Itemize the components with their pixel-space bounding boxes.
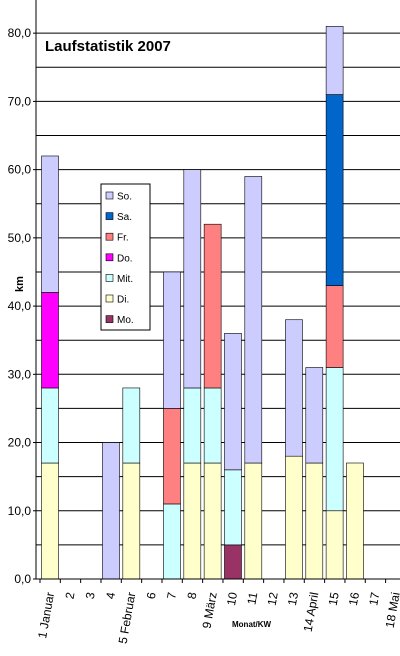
- y-tick-label: 80,0: [8, 26, 32, 40]
- legend-label: So.: [117, 192, 132, 203]
- bar-segment: [41, 292, 59, 389]
- bar-segment: [122, 387, 141, 464]
- ticks-layer: 0,0 10,0 20,0 30,0 40,0 50,0 60,0 70,0 80,0 1 Jan…: [8, 26, 400, 645]
- bar-segment: [285, 319, 303, 457]
- bar-segment: [325, 367, 344, 512]
- x-tick-label: 17: [366, 591, 382, 607]
- x-tick-label: 12: [265, 591, 281, 607]
- bar-segment: [305, 462, 324, 580]
- x-axis-label: Monat/KW: [232, 620, 272, 629]
- bar-segment: [325, 510, 344, 580]
- axis-layer: [35, 0, 400, 580]
- x-tick-label: 9 März: [200, 591, 220, 630]
- chart-title: Laufstatistik 2007: [45, 38, 171, 55]
- bar-segment: [41, 462, 59, 580]
- x-tick-label: 16: [346, 591, 362, 607]
- legend-label: Do.: [117, 253, 133, 264]
- legend-swatch: [105, 191, 114, 200]
- y-tick-label: 20,0: [8, 436, 32, 450]
- bar-segment: [285, 455, 303, 580]
- legend-swatch: [105, 274, 114, 282]
- y-tick-label: 30,0: [8, 367, 32, 381]
- bar-segment: [224, 469, 242, 546]
- bar-segment: [183, 387, 202, 464]
- bar-segment: [346, 462, 364, 580]
- bar-segment: [203, 223, 222, 389]
- bar-segment: [224, 333, 242, 471]
- y-tick-label: 40,0: [8, 299, 32, 313]
- x-tick-label: 1 Januar: [35, 591, 57, 639]
- bar-segment: [163, 503, 181, 580]
- x-tick-label: 10: [224, 591, 240, 607]
- bar-segment: [41, 387, 59, 464]
- bar-segment: [41, 155, 59, 293]
- x-tick-label: 13: [285, 591, 301, 607]
- x-tick-label: 4: [103, 591, 118, 600]
- x-tick-label: 5 Februar: [116, 591, 139, 645]
- legend: So. Sa. Fr. Do. Mit. Di. Mo.: [100, 183, 151, 331]
- legend-label: Mit.: [117, 274, 133, 285]
- bar-segment: [224, 544, 242, 580]
- bar-segment: [102, 442, 120, 580]
- x-tick-label: 2: [63, 591, 78, 600]
- legend-swatch: [105, 315, 114, 323]
- bar-segment: [244, 462, 263, 580]
- bar-segment: [183, 462, 202, 580]
- y-tick-label: 0,0: [14, 572, 31, 586]
- bar-segment: [203, 462, 222, 580]
- x-tick-label: 7: [164, 591, 179, 600]
- x-tick-label: 8: [184, 591, 199, 600]
- y-axis-label: km: [14, 276, 26, 292]
- bar-segment: [325, 26, 344, 95]
- bar-segment: [244, 176, 263, 464]
- bar-segment: [163, 271, 181, 409]
- legend-swatch: [105, 232, 114, 241]
- y-tick-label: 60,0: [8, 163, 32, 177]
- y-tick-label: 70,0: [8, 94, 32, 108]
- bar-segment: [325, 285, 344, 368]
- bars-layer: [41, 26, 364, 580]
- bar-segment: [305, 367, 324, 464]
- x-tick-label: 14 April: [301, 591, 322, 633]
- legend-swatch: [105, 253, 114, 262]
- bar-segment: [325, 94, 344, 286]
- legend-label: Mo.: [117, 315, 134, 326]
- y-tick-label: 10,0: [8, 504, 32, 518]
- legend-label: Sa.: [117, 212, 132, 223]
- x-tick-label: 15: [326, 591, 342, 607]
- bar-segment: [163, 408, 181, 505]
- bar-segment: [183, 169, 202, 389]
- x-tick-label: 6: [144, 591, 159, 600]
- x-tick-label: 3: [83, 591, 98, 600]
- legend-label: Di.: [117, 295, 129, 306]
- x-tick-label: 11: [244, 591, 260, 606]
- bar-segment: [203, 387, 222, 464]
- bar-segment: [122, 462, 141, 580]
- legend-label: Fr.: [117, 233, 129, 244]
- legend-swatch: [105, 212, 114, 220]
- legend-swatch: [105, 294, 114, 303]
- y-tick-label: 50,0: [8, 231, 32, 245]
- x-tick-label: 18 Mai: [383, 591, 400, 629]
